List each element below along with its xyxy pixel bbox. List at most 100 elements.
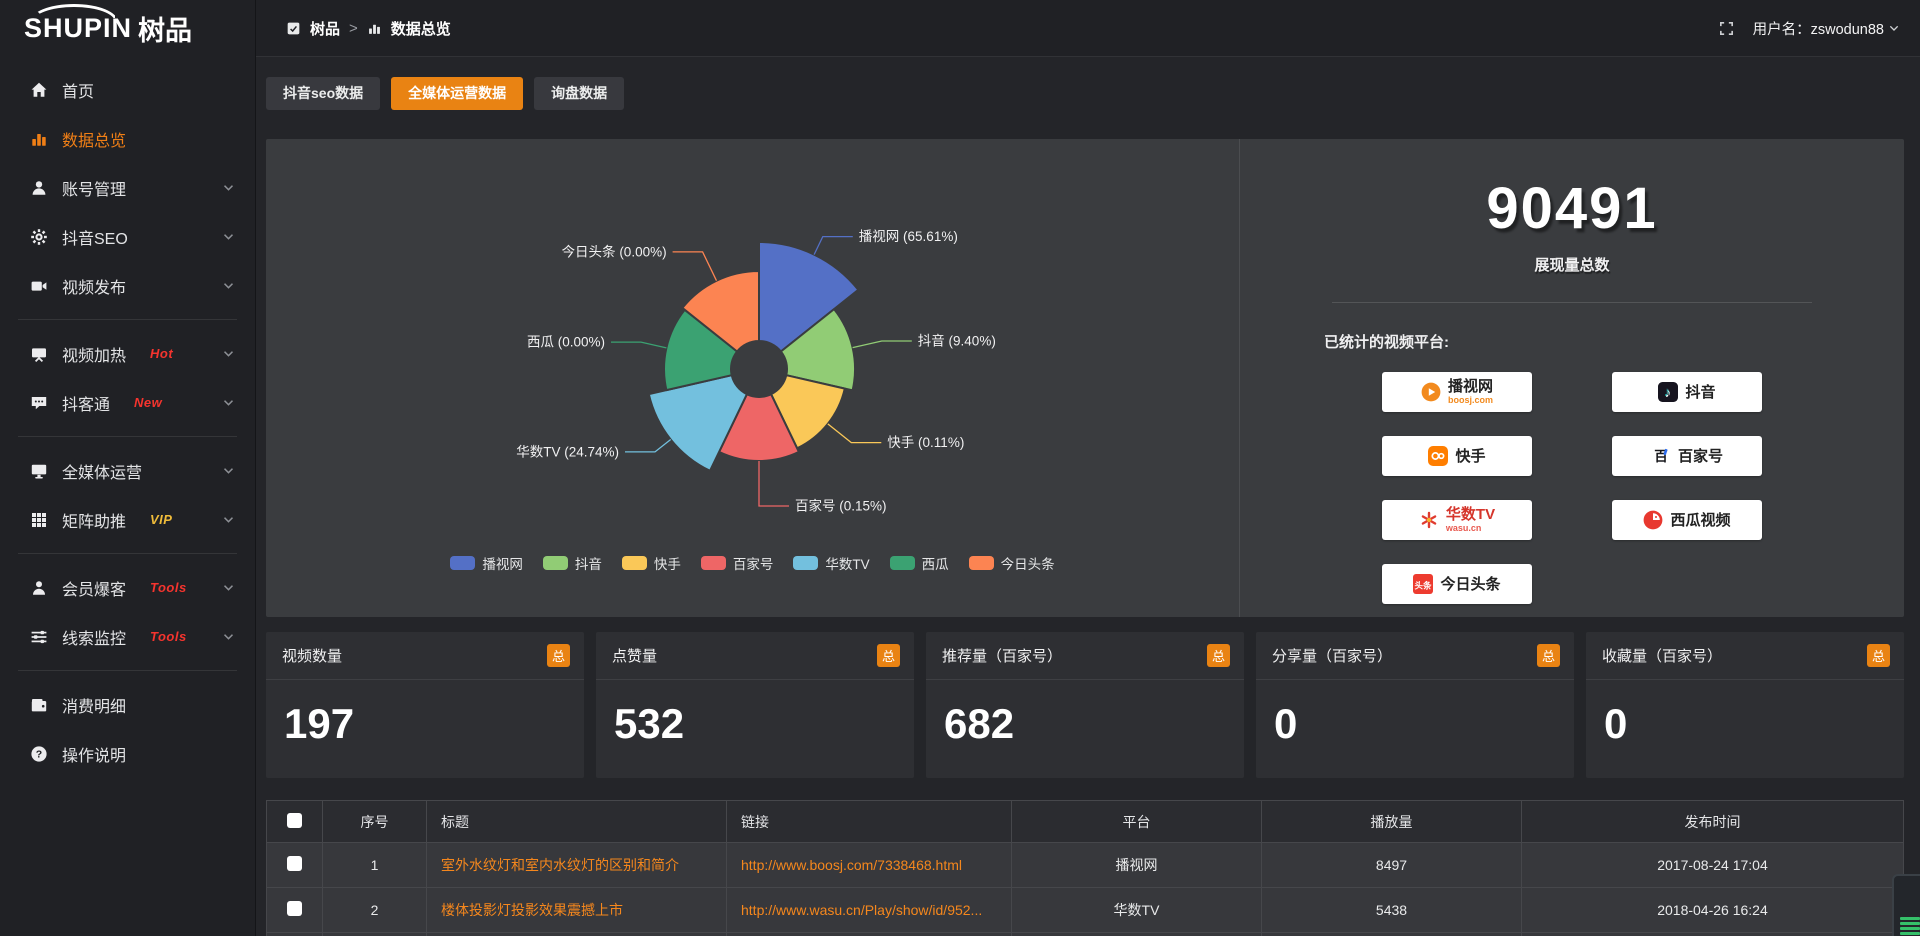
sidebar-item-label: 抖音SEO bbox=[62, 230, 128, 248]
question-icon: ? bbox=[30, 745, 48, 763]
username-label: 用户名：zswodun88 bbox=[1752, 21, 1884, 38]
gear-icon bbox=[30, 228, 48, 246]
pie-slice-0[interactable] bbox=[758, 241, 860, 353]
cell-link[interactable]: http://www.wasu.cn/Play/show/id/952... bbox=[726, 887, 1012, 933]
kuaishou-icon bbox=[1428, 446, 1449, 466]
legend-label: 今日头条 bbox=[1000, 557, 1055, 572]
pie-label-5: 西瓜 (0.00%) bbox=[527, 335, 605, 350]
sidebar-item-抖音SEO[interactable]: 抖音SEO bbox=[0, 212, 255, 261]
legend-chip bbox=[700, 556, 726, 570]
breadcrumb-root[interactable]: 树品 bbox=[310, 20, 341, 38]
legend-chip bbox=[889, 556, 915, 570]
wasu-icon bbox=[1419, 510, 1439, 530]
stat-card-label: 点赞量 bbox=[612, 648, 658, 665]
logo-text-en: SHUPIN bbox=[24, 13, 133, 43]
legend-item-华数TV[interactable]: 华数TV bbox=[793, 553, 870, 573]
chart-legend: 播视网 抖音 快手 百家号 华数TV 西瓜 今日头条 bbox=[266, 553, 1239, 573]
svg-text:♪: ♪ bbox=[1664, 384, 1671, 399]
pie-slice-6[interactable] bbox=[681, 270, 760, 353]
topbar: 树品 > 数据总览 用户名：zswodun88 bbox=[256, 0, 1920, 57]
sidebar-item-操作说明[interactable]: ? 操作说明 bbox=[0, 729, 255, 778]
total-badge: 总 bbox=[1537, 644, 1560, 667]
platform-badge-text: 快手 bbox=[1455, 449, 1485, 464]
floating-widget[interactable] bbox=[1892, 874, 1920, 936]
cell-title[interactable]: 室外水纹灯和室内水纹灯的区别和简介 bbox=[426, 842, 727, 888]
legend-item-百家号[interactable]: 百家号 bbox=[700, 553, 773, 573]
sidebar-item-消费明细[interactable]: 消费明细 bbox=[0, 680, 255, 729]
cell-title[interactable] bbox=[426, 932, 727, 936]
sidebar-item-全媒体运营[interactable]: 全媒体运营 bbox=[0, 446, 255, 495]
tab-全媒体运营数据[interactable]: 全媒体运营数据 bbox=[391, 77, 524, 110]
sidebar-item-badge: Tools bbox=[150, 580, 187, 595]
platform-badge-text: 抖音 bbox=[1685, 385, 1715, 400]
row-checkbox-cell bbox=[266, 932, 323, 936]
sidebar-item-视频加热[interactable]: 视频加热 Hot bbox=[0, 329, 255, 378]
pie-slice-1[interactable] bbox=[779, 308, 857, 392]
cell-seq: 1 bbox=[322, 842, 427, 888]
main-column: 树品 > 数据总览 用户名：zswodun88 bbox=[256, 0, 1920, 936]
total-badge: 总 bbox=[877, 644, 900, 667]
header-checkbox-cell bbox=[266, 800, 323, 843]
legend-label: 播视网 bbox=[482, 557, 523, 572]
pie-slice-2[interactable] bbox=[770, 374, 846, 450]
stat-card-分享量（百家号）: 分享量（百家号） 总 0 bbox=[1256, 632, 1574, 778]
legend-item-抖音[interactable]: 抖音 bbox=[542, 553, 602, 573]
sidebar-item-数据总览[interactable]: 数据总览 bbox=[0, 114, 255, 163]
user-menu[interactable]: 用户名：zswodun88 bbox=[1753, 18, 1900, 39]
stat-card-value: 197 bbox=[284, 700, 355, 747]
sidebar-item-账号管理[interactable]: 账号管理 bbox=[0, 163, 255, 212]
row-checkbox[interactable] bbox=[287, 856, 302, 871]
stat-card-header: 分享量（百家号） 总 bbox=[1256, 632, 1574, 680]
stat-card-header: 收藏量（百家号） 总 bbox=[1586, 632, 1904, 680]
cell-link[interactable]: http://www.boosj.com/7338468.html bbox=[726, 842, 1012, 888]
sidebar-item-label: 视频加热 bbox=[62, 347, 127, 365]
cell-platform bbox=[1011, 932, 1262, 936]
legend-label: 华数TV bbox=[825, 557, 870, 572]
row-checkbox[interactable] bbox=[287, 901, 302, 916]
platform-name: 抖音 bbox=[1685, 383, 1716, 401]
total-impressions-label: 展现量总数 bbox=[1534, 257, 1610, 274]
chevron-down-icon bbox=[1888, 22, 1900, 34]
cell-link[interactable] bbox=[726, 932, 1012, 936]
stat-card-label: 推荐量（百家号） bbox=[942, 648, 1063, 665]
pie-slice-5[interactable] bbox=[663, 308, 739, 392]
sidebar-item-矩阵助推[interactable]: 矩阵助推 VIP bbox=[0, 495, 255, 544]
legend-item-今日头条[interactable]: 今日头条 bbox=[968, 553, 1055, 573]
platform-badge-今日头条: 头条 今日头条 bbox=[1382, 564, 1532, 604]
sidebar-item-会员爆客[interactable]: 会员爆客 Tools bbox=[0, 563, 255, 612]
platform-badge-西瓜视频: 西瓜视频 bbox=[1612, 500, 1762, 540]
stat-card-视频数量: 视频数量 总 197 bbox=[266, 632, 584, 778]
chevron-down-icon bbox=[222, 464, 235, 477]
fullscreen-icon[interactable] bbox=[1718, 20, 1735, 37]
sidebar-item-视频发布[interactable]: 视频发布 bbox=[0, 261, 255, 310]
sidebar-item-label: 视频发布 bbox=[62, 279, 127, 297]
sidebar-item-线索监控[interactable]: 线索监控 Tools bbox=[0, 612, 255, 661]
platform-subtext: boosj.com bbox=[1447, 395, 1493, 405]
pie-slice-4[interactable] bbox=[647, 374, 748, 472]
video-icon bbox=[30, 277, 48, 295]
pie-label-4: 华数TV (24.74%) bbox=[516, 444, 619, 459]
legend-item-播视网[interactable]: 播视网 bbox=[450, 553, 523, 573]
pie-label-1: 抖音 (9.40%) bbox=[918, 333, 996, 349]
legend-item-快手[interactable]: 快手 bbox=[621, 553, 681, 573]
platform-badge-text: 今日头条 bbox=[1440, 577, 1500, 592]
cell-plays: 8497 bbox=[1261, 842, 1522, 888]
tab-抖音seo数据[interactable]: 抖音seo数据 bbox=[266, 77, 381, 110]
chevron-down-icon bbox=[222, 581, 235, 594]
sidebar-item-label: 线索监控 bbox=[62, 630, 127, 648]
cell-platform: 播视网 bbox=[1011, 842, 1262, 888]
breadcrumb-current[interactable]: 数据总览 bbox=[390, 20, 451, 38]
cell-title[interactable]: 楼体投影灯投影效果震撼上市 bbox=[426, 887, 727, 933]
rose-pie-chart: 播视网 (65.61%) 抖音 (9.40%) 快手 (0.11%) 百家号 (0.1… bbox=[516, 229, 996, 513]
header-checkbox[interactable] bbox=[287, 812, 302, 828]
legend-item-西瓜[interactable]: 西瓜 bbox=[889, 553, 949, 573]
sidebar-item-首页[interactable]: 首页 bbox=[0, 65, 255, 114]
sidebar-item-label: 首页 bbox=[62, 83, 95, 101]
pie-label-line-2 bbox=[827, 423, 882, 444]
boosj-icon bbox=[1421, 382, 1441, 402]
tab-bar: 抖音seo数据 全媒体运营数据 询盘数据 bbox=[266, 77, 1904, 110]
tab-询盘数据[interactable]: 询盘数据 bbox=[534, 77, 625, 110]
tv-icon bbox=[30, 345, 48, 363]
legend-chip bbox=[542, 556, 568, 570]
sidebar-item-抖客通[interactable]: 抖客通 New bbox=[0, 378, 255, 427]
